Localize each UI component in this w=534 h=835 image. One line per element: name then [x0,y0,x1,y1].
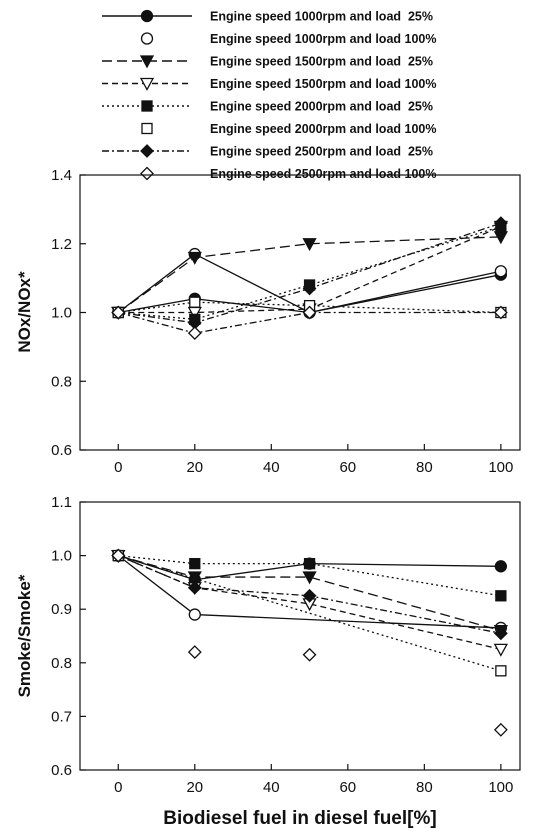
nox-data-point [302,281,317,296]
legend-label: Engine speed 1500rpm and load 100% [210,77,436,91]
smoke-data-point [111,548,126,563]
legend-item: Engine speed 2500rpm and load 25% [102,144,433,159]
legend-marker [141,122,153,135]
smoke-series-line [118,555,501,634]
nox-x-tick-label: 20 [186,459,203,476]
nox-series-line [118,225,502,321]
nox-y-tick-label: 0.8 [51,373,72,390]
legend-label: Engine speed 2500rpm and load 100% [210,167,436,181]
legend-label: Engine speed 1500rpm and load 25% [210,55,433,69]
legend-marker [141,100,153,112]
legend-item: Engine speed 1500rpm and load 25% [102,55,433,69]
smoke-y-tick-label: 1.0 [51,548,72,565]
nox-series-line [117,253,502,314]
x-axis-title: Biodiesel fuel in diesel fuel[%] [163,808,436,829]
smoke-series-group [111,548,508,737]
nox-data-point [493,305,508,320]
smoke-x-tick-label: 100 [488,779,513,796]
nox-data-point [494,265,508,278]
nox-x-tick-label: 0 [114,459,122,476]
legend-marker [140,144,154,158]
legend-item: Engine speed 1000rpm and load 25% [102,10,433,24]
nox-series-line [118,311,501,334]
legend-item: Engine speed 2500rpm and load 100% [140,166,436,181]
smoke-y-axis-title: Smoke/Smoke* [15,574,34,697]
smoke-data-point [493,722,508,737]
legend-item: Engine speed 2000rpm and load 100% [141,122,436,136]
smoke-data-point [189,557,201,570]
smoke-series-line [118,554,502,632]
smoke-y-tick-label: 0.7 [51,708,72,725]
smoke-data-point [493,643,508,657]
smoke-data-point [302,647,317,662]
nox-axis-ticks: 0 20 40 60 80 100 0.6 0.8 1.0 1.2 1.4 [51,167,513,476]
smoke-series-line [118,554,502,672]
smoke-y-tick-label: 0.6 [51,762,72,779]
smoke-series [111,548,508,737]
nox-x-tick-label: 100 [488,459,513,476]
nox-data-point [187,251,202,265]
nox-data-point [493,216,508,231]
nox-y-tick-label: 0.6 [51,442,72,459]
nox-data-point [302,238,317,252]
legend-background [86,1,513,185]
nox-chart-panel: NOx/NOx* 0 20 40 60 80 100 0.6 0.8 1.0 1.2 1.4 [15,167,521,476]
smoke-x-tick-label: 60 [339,779,356,796]
nox-x-tick-label: 40 [263,459,280,476]
nox-y-tick-label: 1.0 [51,305,72,322]
smoke-data-point [303,557,316,570]
smoke-data-point [495,665,507,677]
legend-item: Engine speed 1000rpm and load 100% [140,32,436,46]
smoke-y-tick-label: 1.1 [51,494,72,511]
smoke-y-tick-label: 0.9 [51,601,72,618]
smoke-y-tick-label: 0.8 [51,655,72,672]
smoke-chart-panel: Smoke/Smoke* 0 20 40 60 80 100 0.6 0.7 0.8 0.9 1.0… [15,494,521,796]
smoke-plot-frame [79,501,521,771]
smoke-data-point [187,645,202,659]
legend-marker [140,32,154,45]
smoke-x-tick-label: 80 [416,779,433,796]
nox-series [111,305,508,341]
nox-y-tick-label: 1.4 [51,167,72,184]
nox-y-axis-title: NOx/NOx* [15,271,34,353]
legend-label: Engine speed 1000rpm and load 25% [210,10,433,24]
nox-y-tick-label: 1.2 [51,236,72,253]
legend-item: Engine speed 2000rpm and load 25% [102,100,433,114]
smoke-data-point [493,626,508,641]
legend-item: Engine speed 1500rpm and load 100% [102,77,436,91]
nox-series-line [117,236,501,314]
smoke-data-point [495,590,507,602]
legend-marker [139,77,155,91]
smoke-data-point [302,571,317,585]
legend-label: Engine speed 2000rpm and load 100% [210,122,436,136]
nox-x-tick-label: 80 [416,459,433,476]
nox-series-line [118,225,502,314]
legend-label: Engine speed 1000rpm and load 100% [210,32,436,46]
smoke-x-tick-label: 0 [114,779,122,796]
nox-data-point [111,305,126,320]
smoke-data-point [302,588,317,603]
smoke-data-point [187,580,202,595]
nox-data-point [189,296,201,308]
legend-marker [139,55,155,69]
nox-series-line [118,222,502,324]
smoke-data-point [494,560,508,573]
legend-marker [140,9,154,23]
smoke-data-point [188,608,201,621]
smoke-x-tick-label: 20 [186,779,203,796]
nox-series-group [111,216,508,341]
legend: Engine speed 1000rpm and load 25% Engine … [86,1,513,185]
smoke-x-tick-label: 40 [263,779,280,796]
nox-data-point [302,305,317,320]
nox-x-tick-label: 60 [339,459,356,476]
nox-data-point [187,326,202,341]
legend-label: Engine speed 2500rpm and load 25% [210,145,433,159]
legend-marker [140,166,154,181]
legend-label: Engine speed 2000rpm and load 25% [210,100,433,114]
smoke-axis-ticks: 0 20 40 60 80 100 0.6 0.7 0.8 0.9 1.0 1.1 [51,494,513,796]
